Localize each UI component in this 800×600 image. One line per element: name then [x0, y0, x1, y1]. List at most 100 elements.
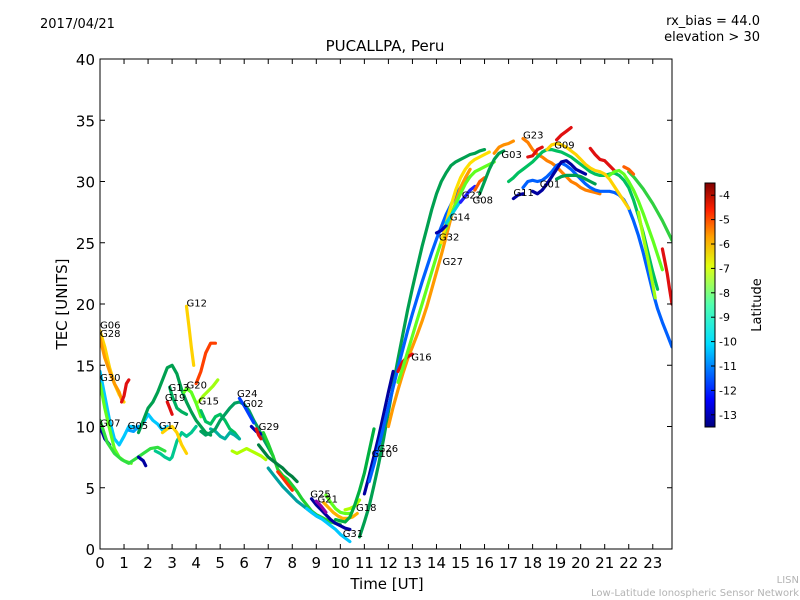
tec-trace-64	[636, 210, 657, 300]
y-tick-label: 10	[76, 419, 95, 437]
x-axis-label: Time [UT]	[349, 575, 423, 593]
chart-title: PUCALLPA, Peru	[325, 37, 445, 55]
colorbar	[704, 182, 716, 428]
tec-trace-28	[276, 470, 294, 492]
tec-trace-63	[660, 247, 672, 306]
satellite-label-g20: G20	[187, 381, 207, 392]
x-tick-label: 9	[312, 554, 322, 572]
tec-trace-17	[182, 386, 203, 419]
satellite-label-g07: G07	[100, 419, 120, 430]
tec-trace-14	[194, 341, 217, 386]
tec-trace-51	[526, 145, 544, 159]
satellite-label-g29: G29	[259, 422, 279, 433]
colorbar-tick-label: -13	[719, 409, 737, 422]
satellite-label-g03: G03	[501, 150, 521, 161]
tec-trace-32	[314, 499, 328, 514]
x-tick-label: 5	[215, 554, 225, 572]
satellite-label-g16: G16	[411, 352, 431, 363]
tec-trace-49	[492, 139, 515, 155]
tec-trace-20	[209, 427, 241, 441]
satellite-label-g23: G23	[523, 131, 543, 142]
x-tick-label: 14	[427, 554, 446, 572]
tec-trace-55	[507, 148, 660, 291]
rx-bias-label: rx_bias = 44.0	[666, 14, 760, 29]
satellite-label-g06: G06	[100, 321, 120, 332]
tec-trace-8	[136, 455, 148, 468]
tec-trace-36	[333, 427, 376, 524]
satellite-label-g13: G13	[169, 383, 189, 394]
x-tick-label: 23	[643, 554, 662, 572]
colorbar-tick-label: -8	[719, 287, 730, 300]
satellite-label-g25: G25	[310, 490, 330, 501]
x-tick-label: 6	[239, 554, 249, 572]
tec-trace-10	[136, 363, 213, 437]
x-tick-label: 15	[451, 554, 470, 572]
x-tick-label: 2	[143, 554, 153, 572]
colorbar-ticks: -4 -5 -6 -7 -8 -9 -10 -11 -12 -13	[711, 189, 737, 422]
x-tick-label: 18	[523, 554, 542, 572]
satellite-label-g24: G24	[237, 389, 257, 400]
y-tick-label: 25	[76, 235, 95, 253]
tec-trace-31	[309, 497, 352, 531]
axis-layer: 0 1 2 3 4 5 6 7 8 9 10 11 12 13 14 15 16 17 18 19 20 21 22 2305…	[76, 51, 672, 572]
tec-trace-30	[305, 507, 352, 544]
x-tick-label: 0	[95, 554, 105, 572]
x-tick-label: 17	[499, 554, 518, 572]
tec-trace-61	[627, 170, 672, 242]
tec-trace-44	[434, 224, 448, 235]
x-tick-label: 12	[379, 554, 398, 572]
tec-trace-48	[478, 149, 506, 196]
tec-trace-37	[358, 148, 487, 539]
footer-org-short: LISN	[776, 575, 799, 586]
colorbar-tick-label: -10	[719, 336, 737, 349]
satellite-label-g01: G01	[540, 180, 560, 191]
y-tick-label: 35	[76, 112, 95, 130]
y-tick-label: 30	[76, 174, 95, 192]
tec-trace-62	[622, 165, 636, 176]
tec-trace-34	[321, 500, 359, 520]
x-tick-label: 7	[263, 554, 273, 572]
tec-trace-43	[439, 150, 491, 245]
x-tick-label: 22	[619, 554, 638, 572]
x-tick-label: 11	[355, 554, 374, 572]
tec-trace-59	[555, 173, 597, 186]
footer-org-long: Low-Latitude Ionospheric Sensor Network	[591, 588, 799, 599]
x-tick-label: 1	[119, 554, 129, 572]
y-tick-label: 0	[85, 541, 95, 559]
satellite-label-g19: G19	[165, 393, 185, 404]
series-layer	[100, 126, 672, 544]
y-tick-label: 5	[85, 480, 95, 498]
satellite-label-g11: G11	[513, 188, 533, 199]
satellite-label-g28: G28	[100, 329, 120, 340]
tec-trace-3	[100, 336, 124, 402]
tec-trace-22	[230, 447, 268, 462]
satellite-label-g30: G30	[100, 373, 120, 384]
tec-trace-60	[607, 168, 664, 272]
tec-trace-12	[160, 424, 189, 455]
tec-trace-47	[473, 176, 487, 192]
tec-trace-58	[588, 146, 616, 173]
tec-trace-54	[531, 159, 588, 196]
tec-trace-45	[444, 199, 463, 225]
satellite-label-g14: G14	[450, 213, 470, 224]
footer: LISN Low-Latitude Ionospheric Sensor Net…	[591, 574, 799, 600]
satellite-label-g18: G18	[356, 503, 376, 514]
satellite-label-g32: G32	[439, 232, 459, 243]
tec-trace-56	[545, 141, 631, 210]
satellite-label-g21: G21	[318, 494, 338, 505]
tec-trace-25	[254, 427, 263, 441]
tec-trace-23	[237, 396, 256, 425]
tec-trace-27	[257, 443, 299, 484]
y-tick-label: 15	[76, 357, 95, 375]
satellite-label-g10: G10	[372, 449, 392, 460]
satellite-label-g05: G05	[128, 421, 148, 432]
tec-trace-33	[324, 493, 352, 516]
colorbar-tick-label: -5	[719, 214, 730, 227]
tec-trace-57	[555, 126, 573, 142]
satellite-label-g22: G22	[462, 191, 482, 202]
satellite-label-g26: G26	[378, 444, 398, 455]
satellite-label-g27: G27	[443, 257, 463, 268]
satellite-label-g02: G02	[243, 399, 263, 410]
